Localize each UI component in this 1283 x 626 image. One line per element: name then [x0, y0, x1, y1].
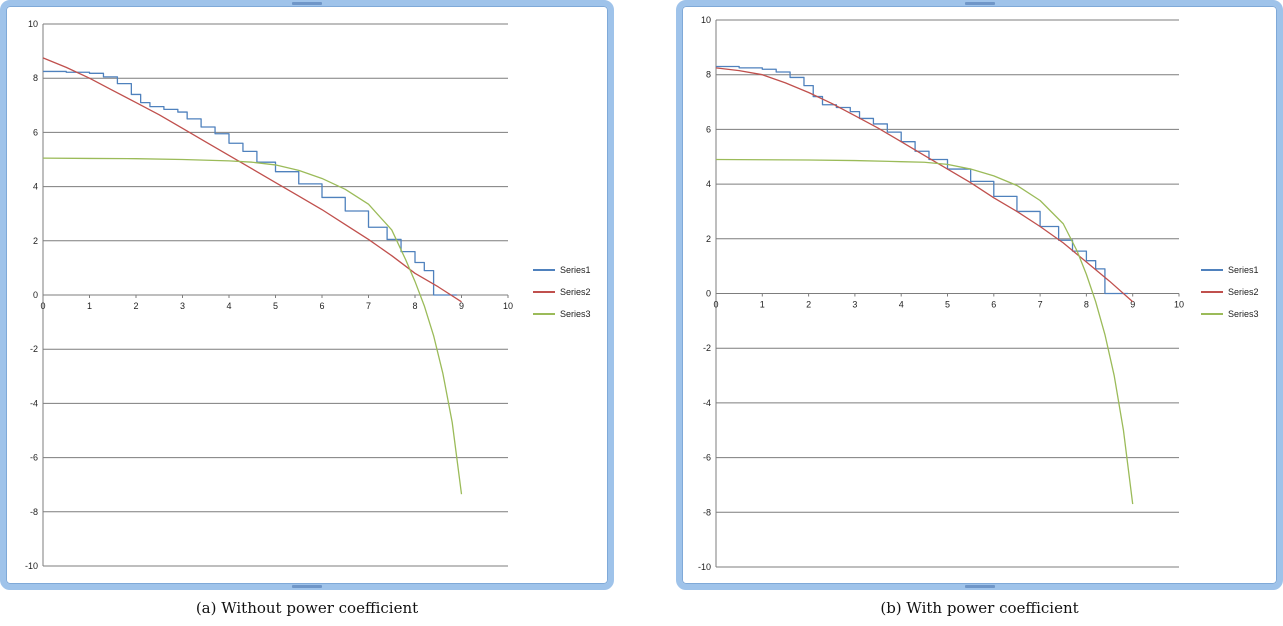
y-tick-label: -6 — [703, 453, 711, 463]
x-tick-label: 8 — [412, 301, 417, 311]
legend-label: Series3 — [560, 309, 591, 319]
legend-label: Series2 — [1228, 287, 1259, 297]
resize-handle-bottom[interactable] — [292, 585, 322, 588]
y-tick-label: -8 — [30, 507, 38, 517]
x-tick-label: 4 — [226, 301, 231, 311]
x-tick-label: 10 — [1174, 300, 1184, 310]
x-tick-label: 5 — [273, 301, 278, 311]
y-tick-label: -6 — [30, 453, 38, 463]
x-tick-label: 0 — [40, 301, 45, 311]
x-tick-label: 7 — [366, 301, 371, 311]
legend-label: Series2 — [560, 287, 591, 297]
y-tick-label: 6 — [706, 124, 711, 134]
line-chart-a: 10 8 6 4 2 0 -2 -4 -6 -8 -10 0 1 2 3 4 5 6 7 8 9 10 Series1 Ser… — [25, 19, 591, 571]
series-line-series3 — [715, 158, 1134, 505]
x-tick-label: 1 — [760, 300, 765, 310]
y-tick-label: 10 — [701, 15, 711, 25]
x-tick-label: 5 — [945, 300, 950, 310]
y-tick-label: -4 — [703, 398, 711, 408]
y-tick-label: -10 — [698, 562, 711, 572]
y-tick-label: -2 — [30, 344, 38, 354]
chart-panel-a: 10 8 6 4 2 0 -2 -4 -6 -8 -10 0 1 2 3 4 5 6 7 8 9 10 Series1 Ser… — [0, 0, 614, 626]
x-tick-label: 3 — [852, 300, 857, 310]
legend-label: Series1 — [1228, 265, 1259, 275]
x-tick-label: 1 — [87, 301, 92, 311]
x-tick-label: 2 — [806, 300, 811, 310]
chart-panel-b: 10 8 6 4 2 0 -2 -4 -6 -8 -10 0 1 2 3 4 5 6 7 8 9 10 Series1 Ser… — [676, 0, 1283, 626]
y-tick-label: 4 — [33, 182, 38, 192]
x-tick-label: 0 — [713, 300, 718, 310]
line-chart-b: 10 8 6 4 2 0 -2 -4 -6 -8 -10 0 1 2 3 4 5 6 7 8 9 10 Series1 Ser… — [698, 15, 1259, 572]
y-tick-label: -4 — [30, 398, 38, 408]
y-tick-label: 4 — [706, 179, 711, 189]
x-tick-label: 6 — [319, 301, 324, 311]
y-tick-label: 2 — [33, 236, 38, 246]
y-tick-label: 0 — [706, 289, 711, 299]
x-tick-label: 7 — [1038, 300, 1043, 310]
y-tick-label: 10 — [28, 19, 38, 29]
chart-caption-a: (a) Without power coefficient — [195, 599, 419, 617]
x-tick-label: 6 — [991, 300, 996, 310]
series-line-series2 — [715, 67, 1134, 303]
y-tick-label: 8 — [706, 70, 711, 80]
resize-handle-top[interactable] — [292, 2, 322, 5]
x-tick-label: 8 — [1084, 300, 1089, 310]
y-tick-label: 2 — [706, 234, 711, 244]
resize-handle-top[interactable] — [964, 2, 995, 5]
x-tick-label: 10 — [503, 301, 513, 311]
series-line-series2 — [42, 57, 462, 303]
x-tick-label: 3 — [180, 301, 185, 311]
y-tick-label: -8 — [703, 507, 711, 517]
x-tick-label: 9 — [1130, 300, 1135, 310]
y-tick-label: 6 — [33, 127, 38, 137]
resize-handle-bottom[interactable] — [964, 585, 995, 588]
y-tick-label: 8 — [33, 73, 38, 83]
chart-caption-b: (b) With power coefficient — [880, 599, 1079, 617]
legend-label: Series3 — [1228, 309, 1259, 319]
y-tick-label: -10 — [25, 561, 38, 571]
x-tick-label: 4 — [899, 300, 904, 310]
series-line-series3 — [42, 157, 463, 495]
legend-label: Series1 — [560, 265, 591, 275]
x-tick-label: 9 — [459, 301, 464, 311]
series-line-series1 — [43, 70, 457, 296]
chart-frame-b — [676, 0, 1283, 590]
y-tick-label: -2 — [703, 343, 711, 353]
x-tick-label: 2 — [133, 301, 138, 311]
y-tick-label: 0 — [33, 290, 38, 300]
series-line-series1 — [716, 65, 1129, 295]
